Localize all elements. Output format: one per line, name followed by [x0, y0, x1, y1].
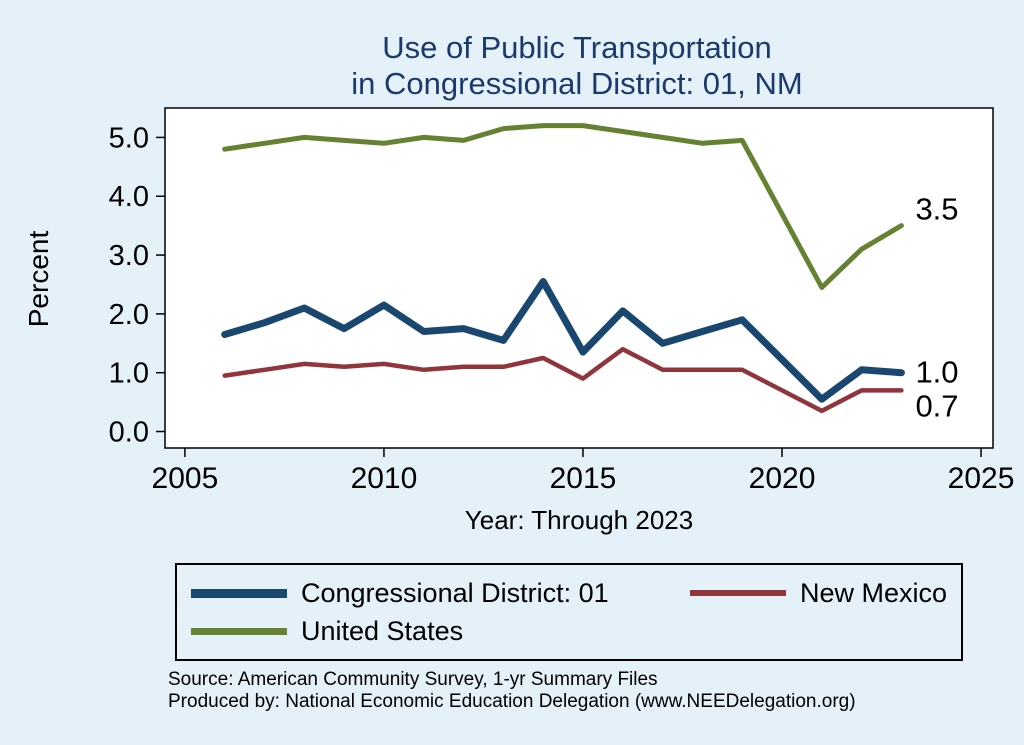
series-line-0 [221, 278, 905, 403]
x-tick-label: 2005 [152, 462, 219, 495]
legend-label-new-mexico: New Mexico [799, 577, 947, 608]
x-axis-label: Year: Through 2023 [464, 505, 694, 535]
x-tick-label: 2015 [550, 462, 617, 495]
x-tick-label: 2025 [948, 462, 1015, 495]
y-tick-label: 5.0 [109, 122, 149, 154]
y-tick-label: 4.0 [109, 181, 149, 213]
source-line: Source: American Community Survey, 1-yr … [168, 669, 658, 690]
legend-swatch-new-mexico [689, 590, 786, 596]
legend-row-2: United States [191, 612, 947, 650]
legend: Congressional District: 01 New Mexico Un… [175, 563, 963, 661]
end-label-1: 0.7 [915, 388, 958, 423]
x-tick-label: 2020 [749, 462, 816, 495]
chart-title-line2: in Congressional District: 01, NM [351, 65, 803, 101]
series-line-1 [222, 346, 904, 414]
legend-swatch-congressional-district [191, 588, 287, 598]
series-line-2 [222, 123, 904, 290]
source-footer: Source: American Community Survey, 1-yr … [168, 669, 856, 714]
legend-label-united-states: United States [301, 615, 464, 646]
legend-item-united-states: United States [191, 616, 696, 647]
y-tick-label: 3.0 [109, 240, 149, 272]
legend-swatch-united-states [191, 627, 287, 635]
end-label-2: 3.5 [915, 192, 958, 227]
chart-title: Use of Public Transportation in Congress… [140, 30, 1014, 101]
end-label-0: 1.0 [915, 355, 958, 390]
y-tick-label: 1.0 [109, 358, 149, 390]
y-tick-label: 2.0 [109, 299, 149, 331]
produced-by-line: Produced by: National Economic Education… [168, 691, 856, 713]
legend-item-new-mexico: New Mexico [689, 577, 947, 609]
plot-box [164, 107, 994, 449]
legend-row-1: Congressional District: 01 New Mexico [191, 574, 947, 612]
x-tick-label: 2010 [351, 462, 418, 495]
legend-item-congressional-district: Congressional District: 01 [191, 578, 690, 609]
chart-title-line1: Use of Public Transportation [382, 30, 772, 65]
y-tick-label: 0.0 [109, 417, 149, 449]
legend-label-congressional-district: Congressional District: 01 [301, 577, 609, 608]
